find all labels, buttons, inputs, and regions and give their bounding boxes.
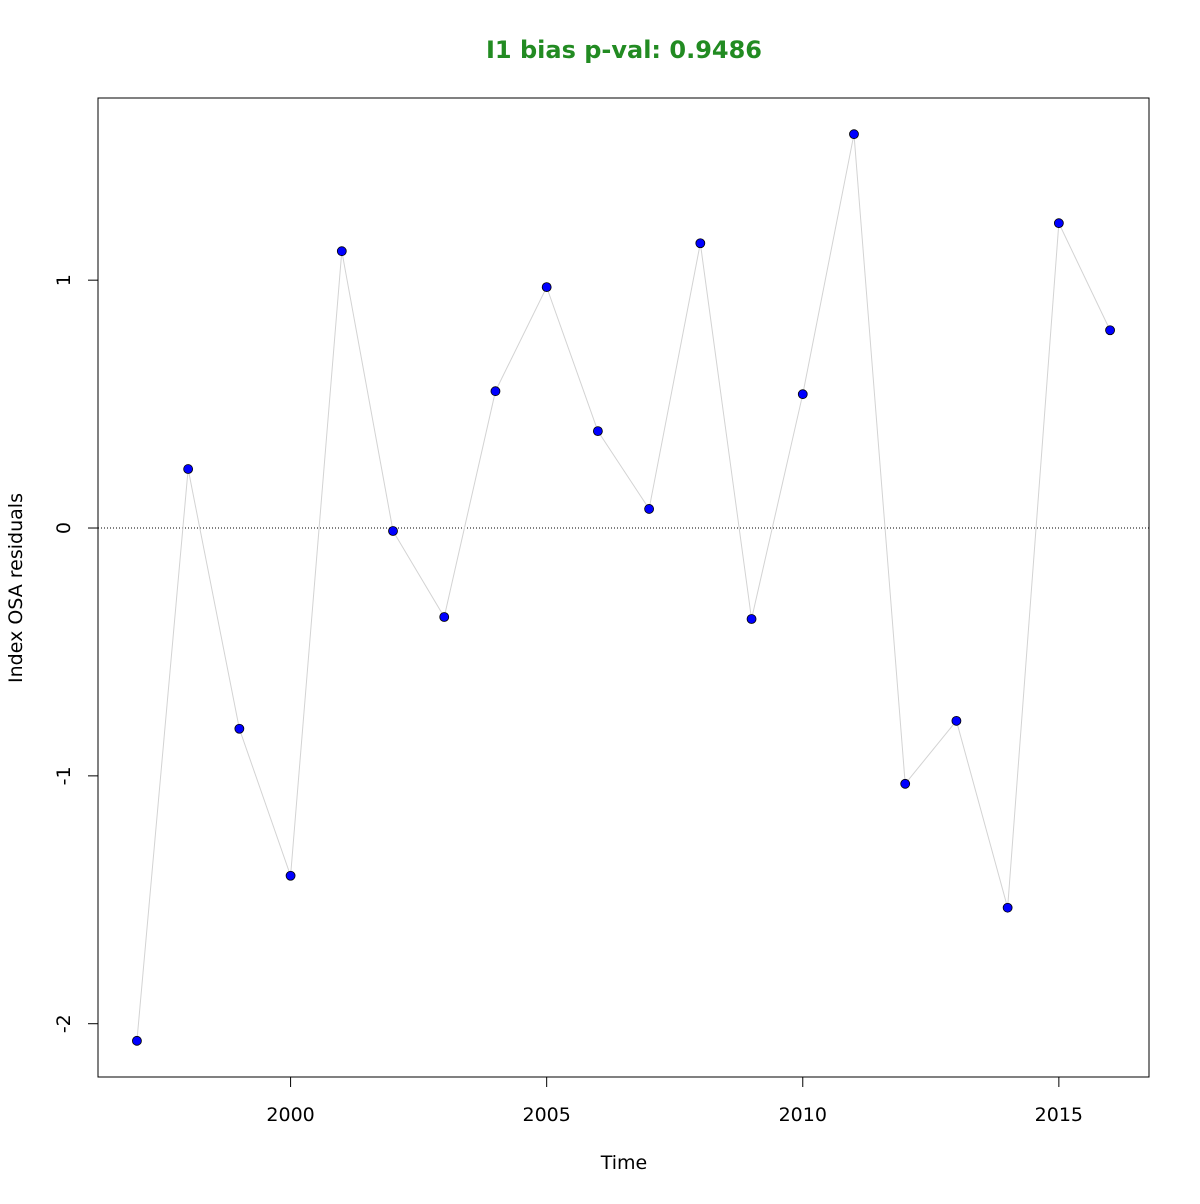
point: [951, 715, 962, 726]
point: [849, 129, 859, 140]
y-tick-label: -2: [53, 1014, 75, 1033]
point: [1053, 218, 1064, 229]
point: [797, 389, 808, 400]
x-tick-label: 2015: [1035, 1104, 1083, 1126]
point: [746, 614, 757, 624]
y-axis-label: Index OSA residuals: [5, 493, 27, 683]
point: [1105, 325, 1115, 336]
point: [900, 778, 911, 789]
x-tick-label: 2000: [266, 1104, 314, 1126]
plot-frame: [97, 97, 1150, 1078]
point: [1002, 902, 1013, 913]
point: [285, 870, 296, 881]
point: [234, 723, 245, 734]
x-tick-label: 2010: [779, 1104, 827, 1126]
series-line: [136, 134, 1111, 1041]
chart-title: I1 bias p-val: 0.9486: [486, 36, 762, 64]
point: [132, 1035, 142, 1046]
y-tick-label: 1: [53, 274, 75, 286]
y-tick-label: 0: [53, 522, 75, 534]
point: [592, 426, 603, 437]
x-axis-label: Time: [600, 1152, 648, 1174]
point: [388, 526, 398, 536]
y-tick-label: -1: [53, 766, 75, 785]
point: [541, 282, 552, 293]
x-tick-label: 2005: [522, 1104, 570, 1126]
point: [490, 386, 501, 397]
point: [336, 246, 347, 257]
point: [695, 238, 706, 249]
point: [644, 504, 655, 514]
point: [439, 612, 450, 622]
point: [183, 464, 194, 474]
